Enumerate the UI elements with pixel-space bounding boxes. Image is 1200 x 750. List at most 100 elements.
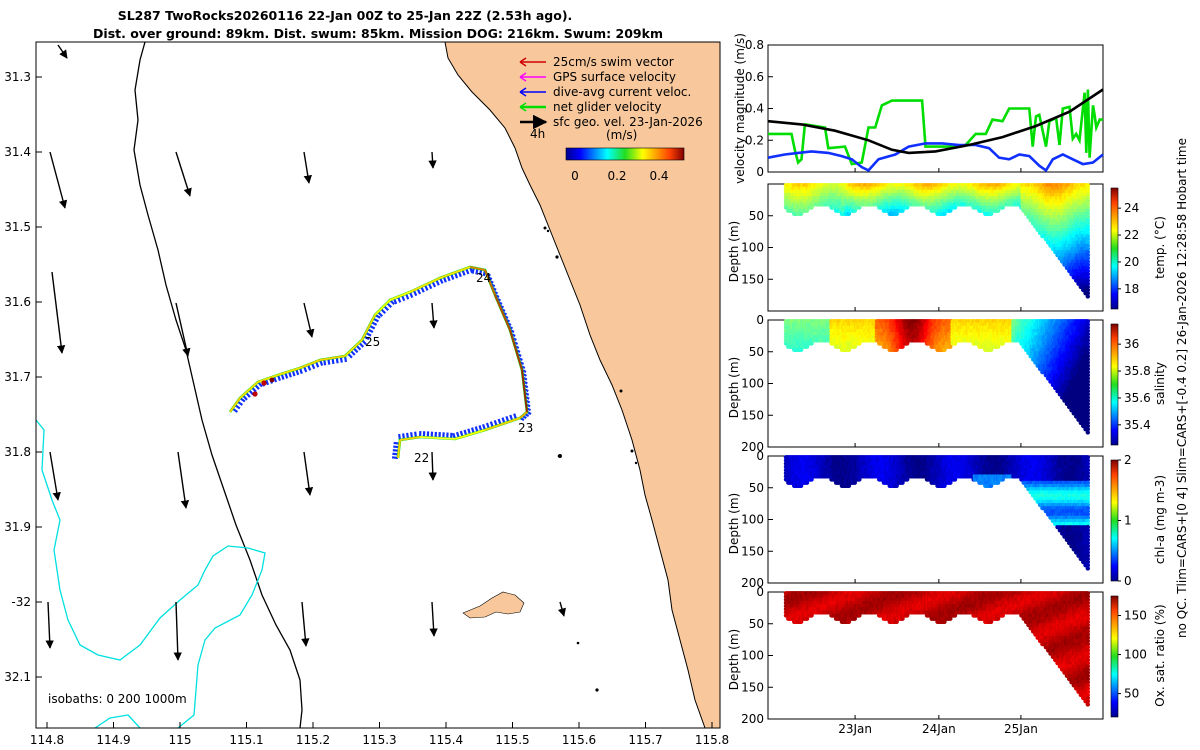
track-segment [344,339,363,357]
map-y-tick-label: 31.9 [4,520,31,534]
colorbar-tick-label: 18 [1124,282,1139,296]
track-segment [397,439,401,459]
current-arrow [303,302,315,338]
current-arrow [49,151,68,209]
legend-label: net glider velocity [553,100,661,114]
land-area [444,42,720,728]
legend-label: GPS surface velocity [553,70,676,84]
section-colorbar [1110,187,1119,310]
legend-arrowhead [519,102,527,112]
day-label-22: 22 [414,451,429,465]
track-segment [454,429,486,440]
map-x-tick-label: 115.5 [495,733,529,747]
velocity-y-tick-label: 0.6 [745,70,764,84]
glider-track [228,265,532,460]
current-arrow [303,451,314,496]
map-x-tick-label: 114.8 [30,733,64,747]
legend-arrowhead [519,57,527,67]
current-arrow-small [558,454,562,458]
track-marker [252,391,258,397]
colorbar-tick-label: 0.2 [607,169,626,183]
map-y-tick-label: 31.4 [4,145,31,159]
track-segment [409,277,441,293]
track-segment [361,314,376,341]
velocity-series-line [768,89,1103,166]
map-x-tick-label: 114.9 [96,733,130,747]
current-arrow [303,151,312,184]
map-x-tick-label: 115.3 [362,733,396,747]
map-x-tick-label: 115.2 [296,733,330,747]
current-arrow [57,44,68,59]
map-y-tick-label: 31.3 [4,70,31,84]
current-arrow [49,451,61,501]
island [462,591,525,619]
track-marker [269,377,275,383]
map-x-tick-label: 115.1 [229,733,263,747]
map-y-tick-label: -32 [11,595,31,609]
velocity-y-tick-label: 0 [756,165,764,179]
current-arrow [173,601,182,661]
current-arrow [301,601,310,647]
track-segment [419,436,456,440]
section-sample [1085,294,1091,299]
track-segment [494,294,511,331]
current-arrow [428,151,437,169]
track-segment [389,291,411,301]
map-x-tick-label: 115 [169,733,192,747]
legend-arrowhead [519,72,527,82]
current-arrow [175,302,191,357]
day-label-23: 23 [518,421,533,435]
isobath-1000m-b [94,714,141,728]
track-segment [439,266,471,279]
track-segment [469,266,486,271]
velocity-series-line [767,142,1104,173]
legend-label: sfc geo. vel. 23-Jan-2026 [553,115,703,129]
section-y-tick-label: 150 [741,272,764,286]
velocity-y-tick-label: 0.4 [745,102,764,116]
section-y-tick-label: 50 [749,209,764,223]
time-scale-label: 4h [530,127,545,141]
section-ylabel: Depth (m) [727,221,741,282]
map-x-tick-label: 115.6 [562,733,596,747]
section-scatter [783,183,1091,299]
map-x-tick-label: 115.4 [429,733,463,747]
day-label-25: 25 [365,335,380,349]
current-arrow [177,451,190,509]
map-y-tick-label: 31.8 [4,445,31,459]
track-marker [261,380,267,386]
track-segment [521,369,528,413]
colorbar-tick-label: 22 [1124,228,1139,242]
velocity-y-tick-label: 0.8 [745,38,764,52]
track-segment [239,381,259,399]
track-segment [374,299,391,316]
legend-label: dive-avg current veloc. [553,85,691,99]
legend-arrowhead [519,87,527,97]
day-label-24: 24 [476,271,491,285]
current-arrow [45,601,54,649]
track-segment [484,269,496,296]
map-y-tick-label: 31.7 [4,370,31,384]
isobath-200m [133,42,303,728]
current-arrow [557,601,566,617]
velocity-ylabel: velocity magnitude (m/s) [733,33,747,184]
current-arrow [51,271,66,354]
track-segment [299,359,321,369]
speed-colorbar [565,147,685,161]
current-arrow [428,451,437,481]
track-segment [257,374,279,383]
track-segment [399,436,421,441]
velocity-series-line [767,88,1104,155]
velocity-y-tick-label: 0.2 [745,133,764,147]
section-y-tick-label: 100 [741,241,764,255]
track-segment [484,417,521,431]
map-x-tick-label: 115.7 [628,733,662,747]
map-x-tick-label: 115.8 [695,733,729,747]
map-y-tick-label: 31.6 [4,295,31,309]
track-segment [519,411,528,419]
colorbar-label: temp. (°C) [1153,216,1167,279]
